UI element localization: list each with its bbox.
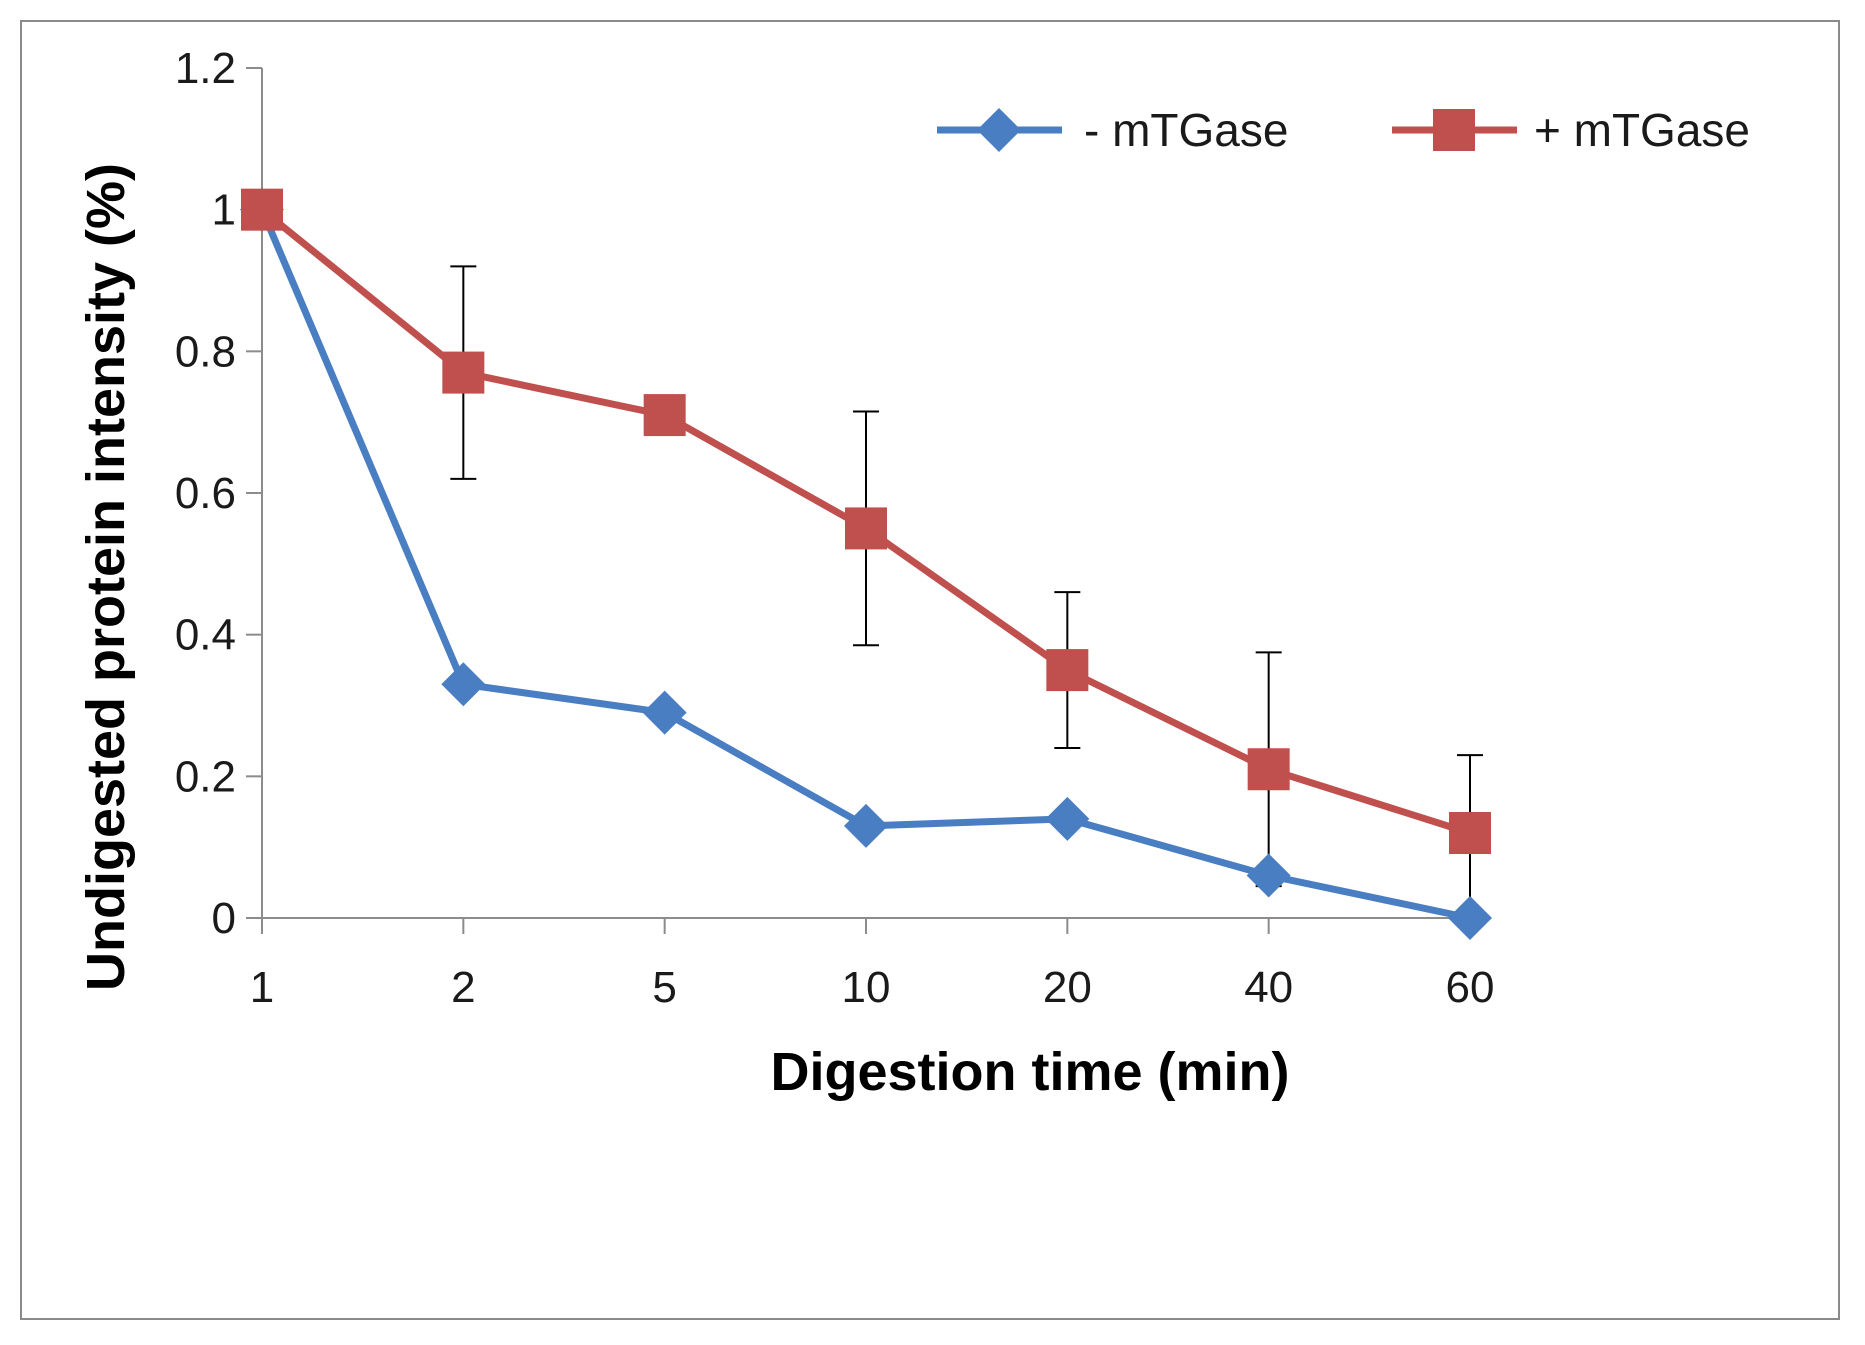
data-point-minus-mtgase	[844, 803, 888, 848]
y-ticks: 0 0.2 0.4 0.6 0.8 1 1.2	[175, 44, 262, 943]
y-tick-label: 0.8	[175, 327, 236, 376]
axes: 0 0.2 0.4 0.6 0.8 1 1.2 1 2 5 10 20 40 60	[175, 44, 1495, 1012]
x-tick-label: 60	[1446, 963, 1495, 1012]
data-point-plus-mtgase	[1449, 812, 1491, 854]
chart-frame: 0 0.2 0.4 0.6 0.8 1 1.2 1 2 5 10 20 40 60 Digestion …	[20, 20, 1840, 1320]
legend-square-marker	[1433, 109, 1475, 151]
line-chart: 0 0.2 0.4 0.6 0.8 1 1.2 1 2 5 10 20 40 60 Digestion …	[76, 44, 1750, 1102]
x-tick-label: 40	[1244, 963, 1293, 1012]
x-tick-label: 1	[250, 963, 274, 1012]
data-point-plus-mtgase	[643, 394, 686, 437]
data-point-plus-mtgase	[442, 351, 485, 394]
legend-label-minus-mtgase: - mTGase	[1084, 104, 1288, 156]
series-markers	[240, 187, 1492, 940]
x-tick-label: 5	[652, 963, 676, 1012]
legend-item-plus-mtgase: + mTGase	[1392, 104, 1750, 156]
error-bars	[450, 265, 1483, 912]
y-tick-label: 0.6	[175, 469, 236, 518]
y-tick-label: 1.2	[175, 44, 236, 93]
legend-label-plus-mtgase: + mTGase	[1534, 104, 1750, 156]
data-point-minus-mtgase	[441, 662, 486, 707]
y-tick-label: 0.4	[175, 611, 236, 660]
y-axis-title: Undigested protein intensity (%)	[76, 163, 136, 991]
data-point-minus-mtgase	[1045, 796, 1090, 841]
x-tick-label: 20	[1043, 963, 1092, 1012]
data-point-plus-mtgase	[241, 188, 283, 231]
y-tick-label: 0	[212, 894, 236, 943]
y-tick-label: 0.2	[175, 752, 236, 801]
data-point-minus-mtgase	[1448, 896, 1492, 940]
data-point-minus-mtgase	[642, 690, 687, 735]
data-point-plus-mtgase	[1247, 748, 1290, 791]
x-ticks: 1 2 5 10 20 40 60	[250, 918, 1495, 1012]
y-tick-label: 1	[212, 186, 236, 235]
legend-diamond-marker	[977, 108, 1021, 152]
x-axis-title: Digestion time (min)	[770, 1042, 1289, 1102]
data-point-minus-mtgase	[1246, 853, 1291, 898]
x-tick-label: 10	[842, 963, 891, 1012]
legend: - mTGase + mTGase	[937, 104, 1750, 156]
data-point-plus-mtgase	[845, 507, 887, 550]
x-tick-label: 2	[451, 963, 475, 1012]
data-point-plus-mtgase	[1046, 649, 1089, 692]
legend-item-minus-mtgase: - mTGase	[937, 104, 1288, 156]
